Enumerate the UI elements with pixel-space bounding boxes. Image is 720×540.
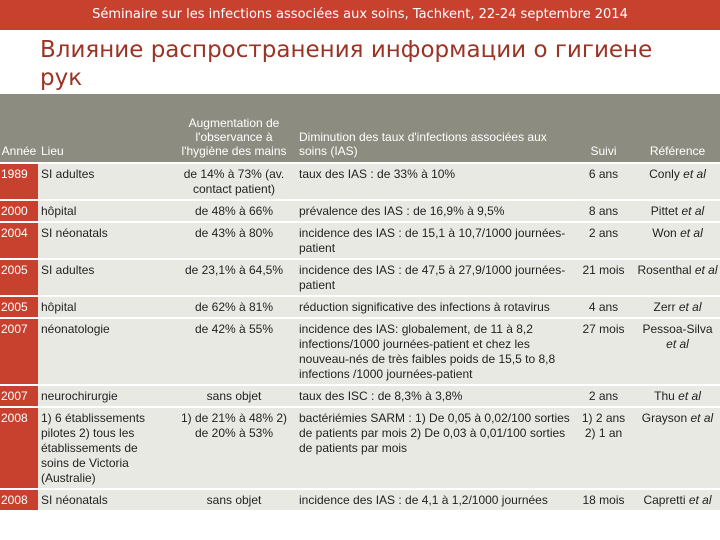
cell-reference: Rosenthal et al (634, 258, 720, 296)
ref-author: Conly (649, 167, 680, 181)
cell-observance: sans objet (171, 384, 296, 407)
cell-observance: de 42% à 55% (171, 317, 296, 385)
cell-observance: de 23,1% à 64,5% (171, 258, 296, 296)
cell-follow-up: 18 mois (572, 488, 634, 510)
cell-reference: Thu et al (634, 384, 720, 407)
cell-ias: bactériémies SARM : 1) De 0,05 à 0,02/10… (296, 406, 572, 489)
header-observance: Augmentation de l'observance à l'hygiène… (171, 94, 296, 163)
cell-ias: incidence des IAS: globalement, de 11 à … (296, 317, 572, 385)
cell-observance: de 48% à 66% (171, 199, 296, 222)
cell-year: 2004 (0, 221, 38, 259)
seminar-title: Séminaire sur les infections associées a… (92, 7, 628, 22)
studies-table: Année Lieu Augmentation de l'observance … (0, 94, 720, 510)
cell-observance: 1) de 21% à 48% 2) de 20% à 53% (171, 406, 296, 489)
ref-author: Pittet (650, 204, 679, 218)
table-row: 2005 SI adultes de 23,1% à 64,5% inciden… (0, 258, 720, 296)
ref-etal: et al (694, 263, 718, 277)
slide-title: Влияние распространения информации о гиг… (40, 37, 653, 91)
table-row: 2000 hôpital de 48% à 66% prévalence des… (0, 199, 720, 222)
cell-observance: de 62% à 81% (171, 295, 296, 318)
header-ias: Diminution des taux d'infections associé… (296, 94, 572, 163)
ref-etal: et al (678, 300, 702, 314)
cell-follow-up: 8 ans (572, 199, 634, 222)
ref-etal: et al (690, 411, 714, 425)
cell-year: 1989 (0, 162, 38, 200)
cell-ias: incidence des IAS : de 4,1 à 1,2/1000 jo… (296, 488, 572, 510)
table-row: 2004 SI néonatals de 43% à 80% incidence… (0, 221, 720, 259)
ref-etal: et al (678, 389, 701, 403)
ref-etal: et al (683, 167, 706, 181)
ref-author: Grayson (641, 411, 688, 425)
cell-reference: Capretti et al (634, 488, 720, 510)
table-row: 2008 SI néonatals sans objet incidence d… (0, 488, 720, 510)
ref-author: Zerr (653, 300, 676, 314)
table-row: 2007 neurochirurgie sans objet taux des … (0, 384, 720, 407)
cell-ias: réduction significative des infections à… (296, 295, 572, 318)
cell-year: 2007 (0, 317, 38, 385)
cell-follow-up: 4 ans (572, 295, 634, 318)
cell-place: neurochirurgie (38, 384, 171, 407)
cell-ias: incidence des IAS : de 15,1 à 10,7/1000 … (296, 221, 572, 259)
cell-follow-up: 2 ans (572, 384, 634, 407)
ref-author: Won (652, 226, 677, 240)
cell-observance: sans objet (171, 488, 296, 510)
header-year: Année (0, 94, 38, 163)
cell-place: 1) 6 établissements pilotes 2) tous les … (38, 406, 171, 489)
cell-place: hôpital (38, 295, 171, 318)
cell-follow-up: 27 mois (572, 317, 634, 385)
cell-follow-up: 1) 2 ans 2) 1 an (572, 406, 634, 489)
header-place: Lieu (38, 94, 171, 163)
ref-etal: et al (688, 493, 712, 507)
ref-author: Capretti (643, 493, 686, 507)
cell-reference: Pittet et al (634, 199, 720, 222)
cell-observance: de 14% à 73% (av. contact patient) (171, 162, 296, 200)
table-row: 2005 hôpital de 62% à 81% réduction sign… (0, 295, 720, 318)
cell-place: néonatologie (38, 317, 171, 385)
table-header-row: Année Lieu Augmentation de l'observance … (0, 94, 720, 163)
header-bar: Séminaire sur les infections associées a… (0, 0, 720, 30)
cell-reference: Zerr et al (634, 295, 720, 318)
cell-place: SI néonatals (38, 221, 171, 259)
cell-place: SI adultes (38, 162, 171, 200)
cell-follow-up: 21 mois (572, 258, 634, 296)
cell-observance: de 43% à 80% (171, 221, 296, 259)
cell-place: SI adultes (38, 258, 171, 296)
ref-etal: et al (666, 337, 689, 351)
table-row: 1989 SI adultes de 14% à 73% (av. contac… (0, 162, 720, 200)
cell-reference: Won et al (634, 221, 720, 259)
cell-reference: Grayson et al (634, 406, 720, 489)
header-reference: Référence (634, 94, 720, 163)
ref-author: Pessoa-Silva (642, 322, 713, 336)
cell-place: SI néonatals (38, 488, 171, 510)
cell-year: 2000 (0, 199, 38, 222)
studies-table-container: Année Lieu Augmentation de l'observance … (0, 94, 720, 540)
cell-ias: taux des IAS : de 33% à 10% (296, 162, 572, 200)
table-row: 2008 1) 6 établissements pilotes 2) tous… (0, 406, 720, 489)
cell-year: 2005 (0, 295, 38, 318)
cell-follow-up: 6 ans (572, 162, 634, 200)
cell-year: 2008 (0, 488, 38, 510)
cell-ias: incidence des IAS : de 47,5 à 27,9/1000 … (296, 258, 572, 296)
header-follow-up: Suivi (572, 94, 634, 163)
ref-author: Rosenthal (637, 263, 692, 277)
cell-reference: Pessoa-Silva et al (634, 317, 720, 385)
table-row: 2007 néonatologie de 42% à 55% incidence… (0, 317, 720, 385)
ref-author: Thu (654, 389, 675, 403)
cell-reference: Conly et al (634, 162, 720, 200)
cell-year: 2008 (0, 406, 38, 489)
cell-place: hôpital (38, 199, 171, 222)
cell-ias: taux des ISC : de 8,3% à 3,8% (296, 384, 572, 407)
cell-ias: prévalence des IAS : de 16,9% à 9,5% (296, 199, 572, 222)
cell-year: 2007 (0, 384, 38, 407)
cell-year: 2005 (0, 258, 38, 296)
cell-follow-up: 2 ans (572, 221, 634, 259)
ref-etal: et al (680, 226, 703, 240)
ref-etal: et al (681, 204, 705, 218)
